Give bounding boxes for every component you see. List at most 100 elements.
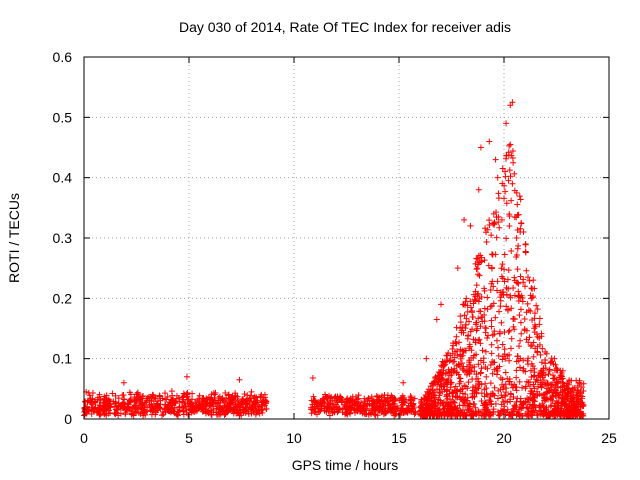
data-point: [263, 405, 270, 412]
data-point: [468, 412, 475, 419]
data-point: [475, 378, 482, 385]
data-point: [497, 289, 504, 296]
data-point: [430, 379, 437, 386]
data-point: [471, 352, 478, 359]
data-point: [476, 308, 483, 315]
data-point: [121, 396, 128, 403]
data-point: [566, 401, 573, 408]
data-point: [499, 165, 506, 172]
data-point: [418, 397, 425, 404]
data-point: [531, 409, 538, 416]
data-point: [539, 381, 546, 388]
data-point: [458, 396, 465, 403]
data-point: [437, 381, 444, 388]
data-point: [513, 374, 520, 381]
data-point: [495, 352, 502, 359]
data-point: [235, 397, 242, 404]
data-point: [522, 368, 529, 375]
data-point: [523, 267, 530, 274]
data-point: [441, 412, 448, 419]
data-point: [113, 403, 120, 410]
data-point: [463, 295, 470, 302]
data-point: [466, 341, 473, 348]
data-point: [348, 406, 355, 413]
data-point: [451, 367, 458, 374]
data-point: [211, 395, 218, 402]
data-point: [502, 168, 509, 175]
data-point: [514, 353, 521, 360]
data-point: [152, 395, 159, 402]
data-point: [225, 392, 232, 399]
data-point: [559, 379, 566, 386]
data-point: [530, 373, 537, 380]
data-point: [507, 391, 514, 398]
data-point: [543, 350, 550, 357]
data-point: [230, 406, 237, 413]
data-point: [555, 399, 562, 406]
data-point: [516, 343, 523, 350]
data-point: [496, 330, 503, 337]
data-point: [156, 404, 163, 411]
data-point: [84, 404, 91, 411]
data-point: [449, 358, 456, 365]
y-tick-label: 0.5: [53, 109, 73, 125]
data-point: [433, 411, 440, 418]
data-point: [481, 257, 488, 264]
data-point: [561, 386, 568, 393]
data-point: [511, 170, 518, 177]
data-point: [516, 406, 523, 413]
data-point: [457, 412, 464, 419]
data-point: [499, 341, 506, 348]
data-point: [352, 409, 359, 416]
data-point: [490, 391, 497, 398]
data-point: [493, 337, 500, 344]
data-point: [354, 407, 361, 414]
data-point: [423, 403, 430, 410]
data-point: [515, 288, 522, 295]
data-point: [531, 310, 538, 317]
data-point: [498, 401, 505, 408]
data-point: [497, 375, 504, 382]
data-point: [344, 411, 351, 418]
data-point: [432, 399, 439, 406]
data-point: [97, 396, 104, 403]
data-point: [506, 327, 513, 334]
data-point: [499, 180, 506, 187]
data-point: [467, 222, 474, 229]
data-point: [513, 214, 520, 221]
data-point: [368, 393, 375, 400]
data-point: [534, 343, 541, 350]
data-point: [476, 295, 483, 302]
data-point: [483, 390, 490, 397]
data-point: [227, 401, 234, 408]
data-point: [122, 409, 129, 416]
data-point: [489, 251, 496, 258]
data-point: [482, 399, 489, 406]
data-point: [505, 307, 512, 314]
data-point: [196, 392, 203, 399]
data-point: [487, 380, 494, 387]
data-point: [509, 406, 516, 413]
data-point: [475, 186, 482, 193]
data-point: [461, 368, 468, 375]
data-point: [506, 167, 513, 174]
data-point: [458, 360, 465, 367]
data-point: [454, 265, 461, 272]
data-point: [457, 313, 464, 320]
data-point: [486, 138, 493, 145]
data-point: [493, 234, 500, 241]
data-point: [457, 319, 464, 326]
data-point: [477, 340, 484, 347]
data-point: [548, 381, 555, 388]
data-point: [92, 399, 99, 406]
data-point: [537, 404, 544, 411]
data-point: [506, 357, 513, 364]
data-point: [479, 318, 486, 325]
points-layer: [81, 99, 587, 419]
data-point: [448, 371, 455, 378]
data-point: [220, 397, 227, 404]
data-point: [483, 408, 490, 415]
data-point: [573, 389, 580, 396]
data-point: [446, 390, 453, 397]
data-point: [192, 399, 199, 406]
